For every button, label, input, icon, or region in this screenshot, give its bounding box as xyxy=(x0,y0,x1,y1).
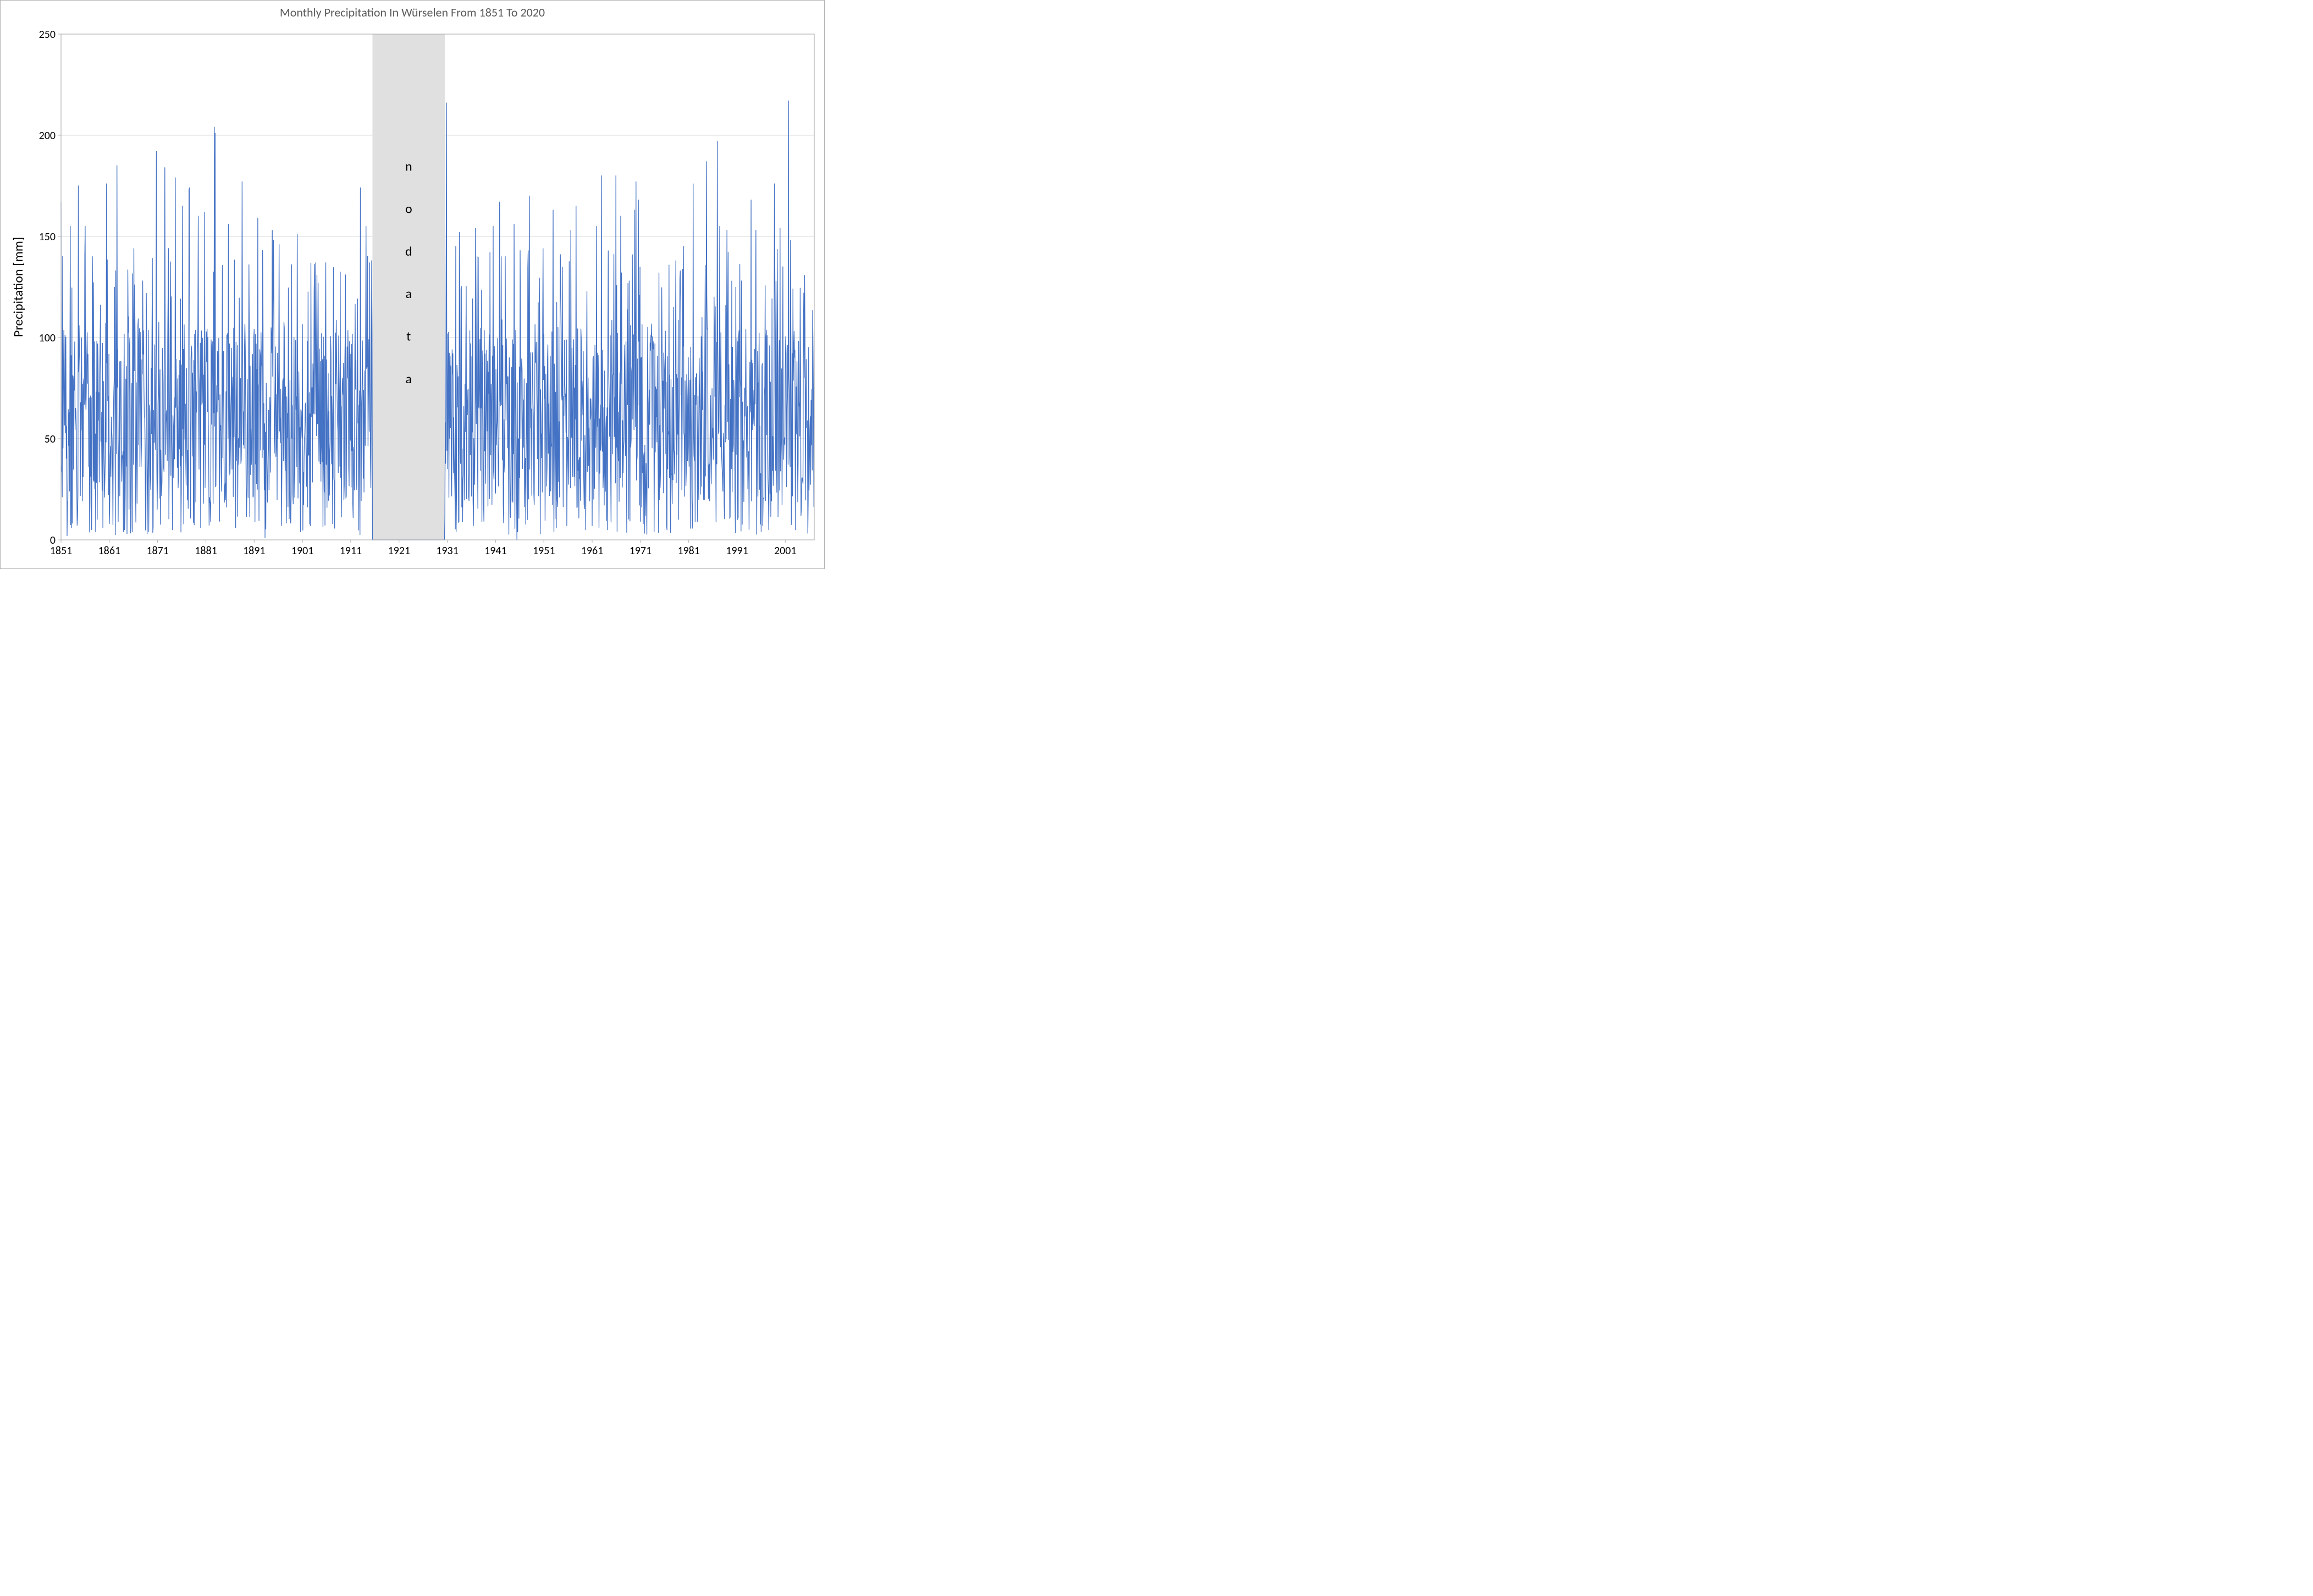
x-tick-label: 1871 xyxy=(146,544,169,557)
x-tick-label: 1921 xyxy=(388,544,410,557)
no-data-label-char: n xyxy=(405,158,412,174)
y-tick-label: 150 xyxy=(39,230,56,244)
no-data-label-char: d xyxy=(405,244,412,259)
plot-area-wrap: nodata0501001502002501851186118711881189… xyxy=(1,29,824,573)
no-data-label-char: a xyxy=(406,286,412,302)
y-tick-label: 50 xyxy=(45,433,56,446)
y-tick-label: 200 xyxy=(39,129,56,142)
x-tick-label: 1881 xyxy=(195,544,217,557)
x-tick-label: 1971 xyxy=(630,544,652,557)
x-tick-label: 1951 xyxy=(533,544,555,557)
x-tick-label: 1861 xyxy=(98,544,121,557)
chart-title: Monthly Precipitation In Würselen From 1… xyxy=(1,1,824,29)
no-data-label-char: a xyxy=(406,371,412,387)
x-tick-label: 2001 xyxy=(774,544,797,557)
x-tick-label: 1961 xyxy=(581,544,604,557)
x-tick-label: 1991 xyxy=(726,544,748,557)
x-tick-label: 1911 xyxy=(340,544,362,557)
precipitation-line-chart: nodata0501001502002501851186118711881189… xyxy=(1,29,825,573)
x-tick-label: 1901 xyxy=(291,544,314,557)
x-tick-label: 1941 xyxy=(484,544,507,557)
no-data-label-char: o xyxy=(405,201,412,217)
no-data-label-char: t xyxy=(406,329,411,345)
y-tick-label: 100 xyxy=(39,332,56,345)
y-axis-label: Precipitation [mm] xyxy=(10,237,26,337)
x-tick-label: 1891 xyxy=(243,544,266,557)
x-tick-label: 1851 xyxy=(50,544,73,557)
y-tick-label: 250 xyxy=(39,29,56,41)
x-tick-label: 1981 xyxy=(677,544,700,557)
x-tick-label: 1931 xyxy=(436,544,459,557)
chart-container: Monthly Precipitation In Würselen From 1… xyxy=(0,0,825,569)
